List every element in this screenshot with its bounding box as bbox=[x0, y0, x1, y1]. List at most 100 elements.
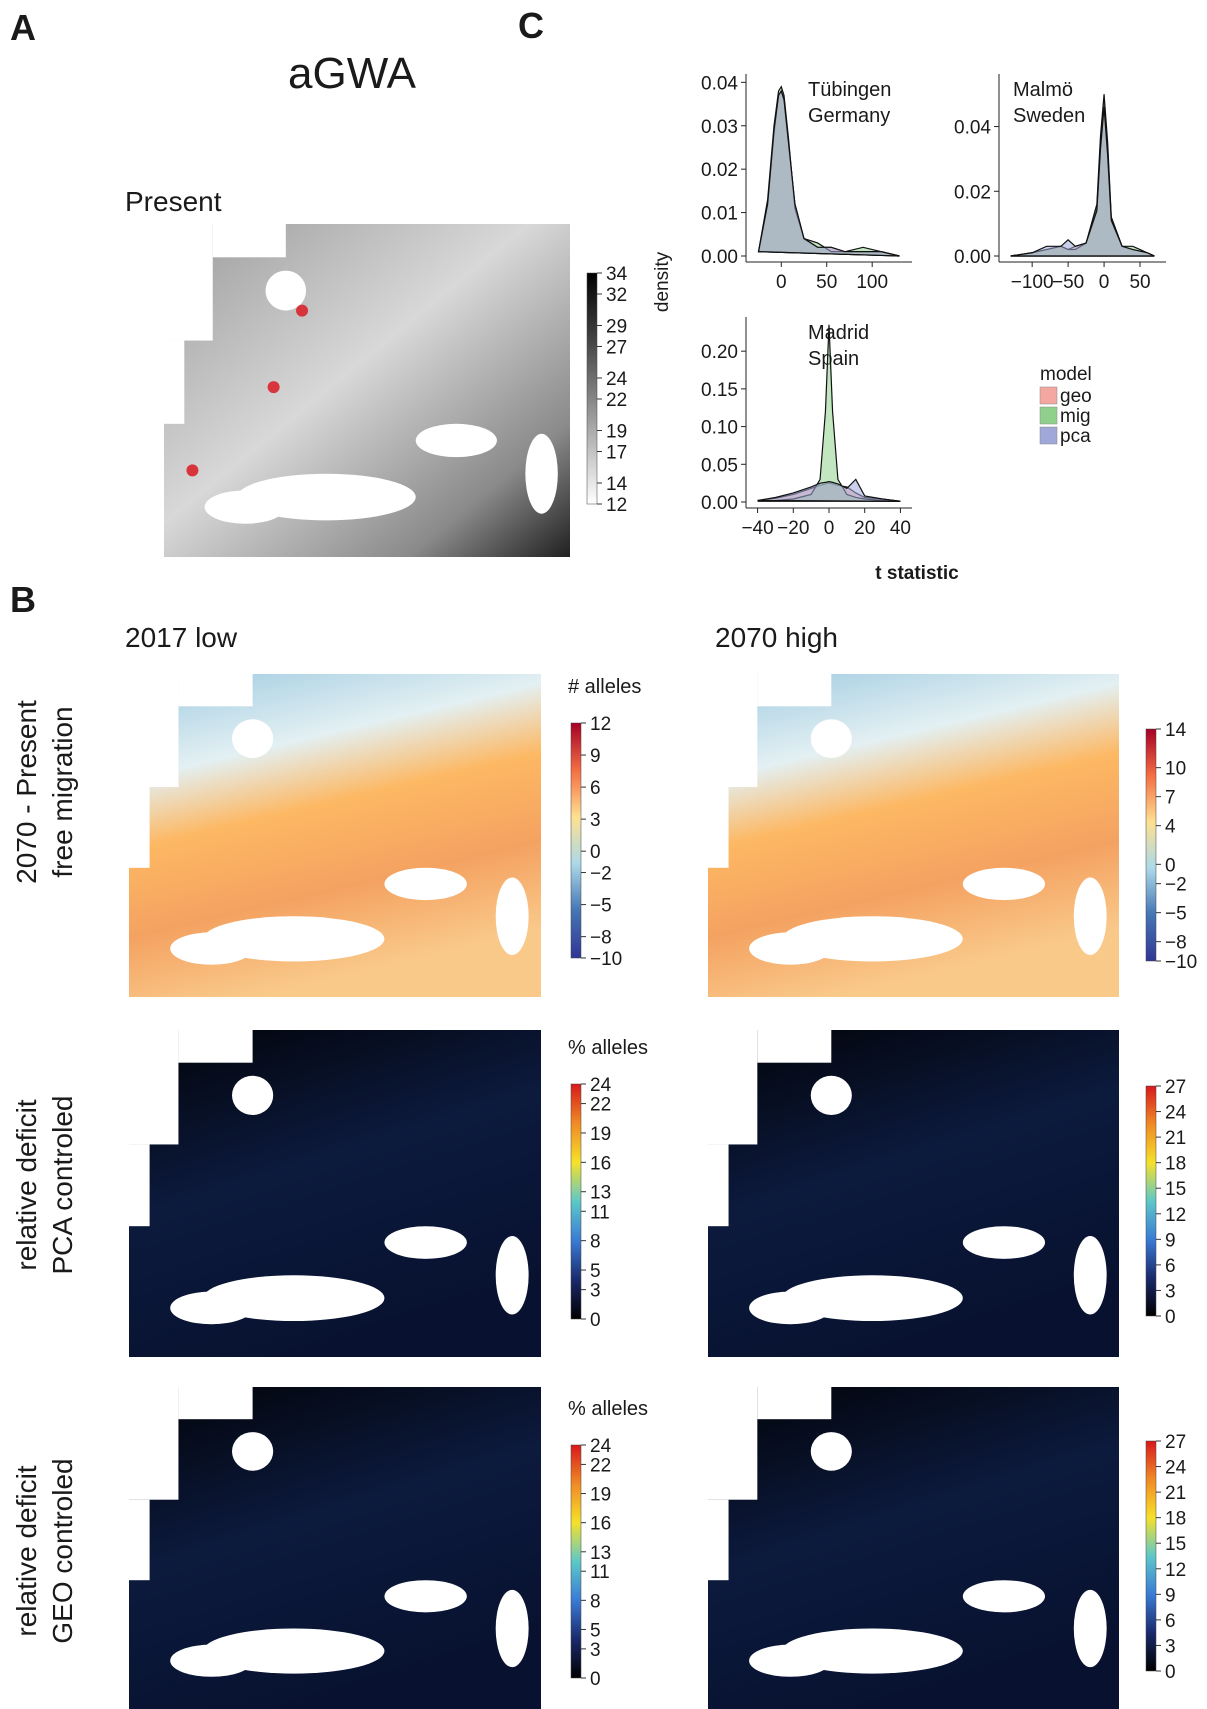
legend-label: mig bbox=[1060, 406, 1091, 427]
colorbar-tick-label: 0 bbox=[590, 842, 601, 863]
map-sea bbox=[204, 490, 286, 524]
colorbar bbox=[1145, 1440, 1157, 1672]
y-tick-label: 0.15 bbox=[701, 380, 738, 401]
x-tick-label: 0 bbox=[1099, 272, 1110, 293]
colorbar-tick-label: −8 bbox=[1165, 933, 1187, 954]
map-sea bbox=[232, 1075, 274, 1116]
map bbox=[708, 1387, 1119, 1709]
x-tick-label: −50 bbox=[1052, 272, 1084, 293]
colorbar-tick-label: 19 bbox=[590, 1485, 611, 1506]
map-sea bbox=[384, 1580, 467, 1613]
colorbar-tick-label: 3 bbox=[590, 1281, 601, 1302]
panel-title: aGWA bbox=[288, 49, 417, 98]
colorbar-tick-label: 12 bbox=[1165, 1560, 1186, 1581]
map-sea bbox=[178, 1030, 253, 1063]
y-tick-label: 0.02 bbox=[954, 182, 991, 203]
colorbar-tick-label: 12 bbox=[590, 714, 611, 735]
colorbar-tick-label: 11 bbox=[590, 1202, 610, 1223]
map-sea bbox=[1073, 1589, 1107, 1668]
colorbar bbox=[1145, 1085, 1157, 1317]
chart-title: Sweden bbox=[1013, 105, 1085, 127]
colorbar-tick-label: 29 bbox=[606, 317, 627, 338]
colorbar-tick-label: 9 bbox=[1165, 1585, 1176, 1606]
colorbar bbox=[586, 272, 598, 505]
colorbar-tick-label: 22 bbox=[590, 1455, 611, 1476]
colorbar-tick-label: 10 bbox=[1165, 759, 1186, 780]
colorbar-tick-label: 27 bbox=[606, 338, 627, 359]
colorbar-tick-label: 9 bbox=[1165, 1230, 1176, 1251]
x-tick-label: 50 bbox=[1129, 272, 1150, 293]
x-tick-label: −100 bbox=[1011, 272, 1054, 293]
colorbar-tick-label: 18 bbox=[1165, 1154, 1186, 1175]
y-tick-label: 0.02 bbox=[701, 160, 738, 181]
colorbar-tick-label: 24 bbox=[590, 1075, 612, 1096]
colorbar-tick-label: 34 bbox=[606, 264, 628, 285]
chart-title: Tübingen bbox=[808, 79, 891, 101]
x-tick-label: −40 bbox=[741, 518, 773, 539]
colorbar-tick-label: 3 bbox=[590, 1640, 601, 1661]
map-sea bbox=[129, 1030, 179, 1145]
map-sea bbox=[495, 877, 529, 956]
colorbar bbox=[570, 1444, 582, 1679]
chart-title: Spain bbox=[808, 348, 859, 370]
colorbar-tick-label: 3 bbox=[1165, 1636, 1176, 1657]
map-sea bbox=[415, 423, 497, 458]
map-sea bbox=[708, 1499, 729, 1581]
row-label: GEO controled bbox=[47, 1458, 78, 1643]
colorbar bbox=[570, 1083, 582, 1320]
map-sea bbox=[757, 674, 832, 707]
map bbox=[129, 674, 541, 997]
colorbar-tick-label: 13 bbox=[590, 1183, 611, 1204]
map-sea bbox=[525, 433, 558, 514]
colorbar-tick-label: −2 bbox=[590, 864, 612, 885]
density-area bbox=[1010, 107, 1155, 257]
colorbar-tick-label: 22 bbox=[606, 390, 627, 411]
colorbar-tick-label: 27 bbox=[1165, 1077, 1186, 1098]
colorbar-tick-label: −5 bbox=[590, 896, 612, 917]
colorbar-title: # alleles bbox=[568, 676, 641, 698]
map-sea bbox=[749, 1291, 832, 1325]
map-sea bbox=[749, 932, 832, 965]
colorbar-tick-label: 0 bbox=[1165, 1662, 1176, 1683]
colorbar-tick-label: 5 bbox=[590, 1620, 601, 1641]
colorbar-tick-label: 8 bbox=[590, 1232, 601, 1253]
map-sea bbox=[708, 1030, 758, 1145]
colorbar bbox=[1145, 728, 1157, 962]
column-title: 2070 high bbox=[715, 622, 838, 653]
colorbar-tick-label: 12 bbox=[606, 495, 627, 516]
colorbar-tick-label: 9 bbox=[590, 746, 601, 767]
colorbar-tick-label: 17 bbox=[606, 443, 627, 464]
colorbar-tick-label: 15 bbox=[1165, 1534, 1186, 1555]
colorbar-tick-label: 18 bbox=[1165, 1509, 1186, 1530]
map-sea bbox=[749, 1644, 832, 1677]
map bbox=[129, 1030, 541, 1357]
colorbar-tick-label: 7 bbox=[1165, 788, 1176, 809]
colorbar-tick-label: 12 bbox=[1165, 1205, 1186, 1226]
x-tick-label: 100 bbox=[856, 272, 888, 293]
site-marker bbox=[186, 464, 199, 477]
legend-label: geo bbox=[1060, 386, 1092, 407]
colorbar-tick-label: 6 bbox=[590, 778, 601, 799]
map-sea bbox=[129, 1499, 150, 1581]
map bbox=[164, 224, 570, 557]
colorbar-tick-label: 21 bbox=[1165, 1128, 1186, 1149]
colorbar-tick-label: 24 bbox=[1165, 1458, 1187, 1479]
y-tick-label: 0.20 bbox=[701, 342, 738, 363]
map-sea bbox=[962, 1580, 1046, 1613]
site-marker bbox=[267, 381, 280, 394]
map-sea bbox=[129, 1387, 179, 1500]
map-sea bbox=[164, 224, 213, 341]
map-sea bbox=[129, 674, 179, 788]
map-sea bbox=[962, 867, 1046, 901]
map-sea bbox=[708, 1387, 758, 1500]
colorbar-tick-label: 0 bbox=[590, 1310, 601, 1331]
panel-label: B bbox=[10, 579, 36, 620]
density-area bbox=[757, 89, 900, 257]
colorbar-tick-label: −10 bbox=[590, 949, 622, 970]
map-sea bbox=[129, 787, 150, 868]
site-marker bbox=[296, 304, 309, 317]
map-sea bbox=[1073, 877, 1107, 956]
colorbar-tick-label: −5 bbox=[1165, 904, 1187, 925]
